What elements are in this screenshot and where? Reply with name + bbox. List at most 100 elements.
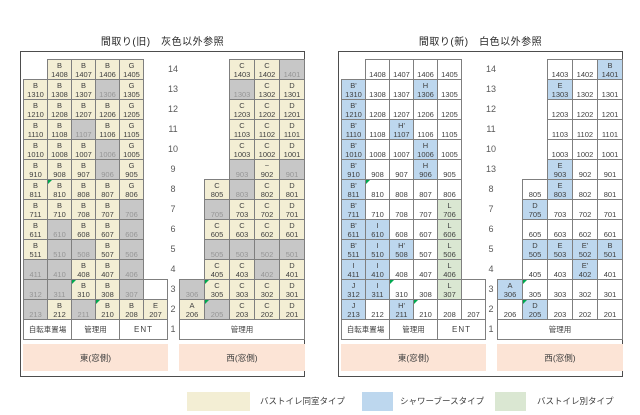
unit-number: 511 bbox=[347, 249, 360, 259]
unit-cell: B 501 bbox=[597, 239, 623, 260]
unit-type-letter: C bbox=[239, 300, 245, 310]
unit-cell: C 802 bbox=[254, 179, 280, 200]
unit-type-letter: D bbox=[289, 300, 295, 310]
unit-number: 807 bbox=[419, 189, 432, 199]
unit-number: 511 bbox=[29, 249, 42, 259]
floor-label: 1 bbox=[170, 324, 176, 334]
unit-type-letter: B bbox=[32, 80, 38, 90]
unit-number: 401 bbox=[603, 269, 617, 279]
unit-type-letter: B bbox=[56, 100, 62, 110]
unit-cell: H' 211 bbox=[389, 299, 414, 320]
unit-number: 1110 bbox=[345, 129, 362, 139]
unit-cell: B 1008 bbox=[47, 139, 72, 160]
unit-type-letter: B bbox=[104, 280, 110, 290]
unit-cell: 601 bbox=[597, 219, 623, 240]
unit-type-letter: C bbox=[239, 100, 245, 110]
unit-type-letter bbox=[462, 281, 485, 290]
unit-cell bbox=[461, 279, 486, 300]
unit-number: 1003 bbox=[233, 149, 251, 159]
unit-cell: 405 bbox=[522, 259, 548, 280]
unit-number: 1308 bbox=[51, 89, 68, 99]
unit-type-letter bbox=[72, 241, 95, 250]
unit-type-letter bbox=[255, 241, 279, 250]
unit-type-letter bbox=[144, 281, 167, 290]
unit-type-letter: I bbox=[352, 260, 355, 270]
unit-number: 502 bbox=[260, 249, 274, 259]
unit-cell: 501 bbox=[279, 239, 305, 260]
unit-cell: B 811 bbox=[23, 179, 48, 200]
unit-type-letter bbox=[366, 201, 389, 210]
unit-cell: 602 bbox=[572, 219, 598, 240]
unit-number bbox=[144, 290, 167, 299]
unit-cell: B 908 bbox=[47, 159, 72, 180]
unit-cell: C 603 bbox=[229, 219, 255, 240]
floor-label: 5 bbox=[170, 244, 176, 254]
unit-cell: E 803 bbox=[547, 179, 573, 200]
unit-number: 406 bbox=[443, 269, 456, 279]
unit-type-letter: H' bbox=[398, 240, 405, 250]
floor-label: 7 bbox=[488, 204, 494, 214]
unit-cell: B 1406 bbox=[95, 59, 120, 80]
comment-marker-icon bbox=[523, 300, 527, 304]
unit-number: 1301 bbox=[283, 89, 301, 99]
unit-type-letter: C bbox=[214, 180, 220, 190]
unit-cell: 202 bbox=[572, 299, 598, 320]
unit-cell: 703 bbox=[547, 199, 573, 220]
unit-number: 1307 bbox=[75, 89, 92, 99]
unit-number: 710 bbox=[371, 209, 384, 219]
unit-number: 1301 bbox=[601, 89, 619, 99]
unit-number: 508 bbox=[395, 249, 408, 259]
unit-number: 811 bbox=[347, 189, 360, 199]
unit-type-letter bbox=[414, 121, 437, 130]
unit-number: 1308 bbox=[369, 89, 386, 99]
unit-cell: 301 bbox=[597, 279, 623, 300]
floor-label: 6 bbox=[170, 224, 176, 234]
unit-type-letter: B' bbox=[350, 180, 357, 190]
unit-number: 805 bbox=[528, 189, 542, 199]
floor-label: 1 bbox=[488, 324, 494, 334]
unit-number: 203 bbox=[235, 309, 249, 319]
legend-swatch-shower-booth bbox=[362, 392, 393, 411]
unit-type-letter bbox=[548, 121, 572, 130]
unit-number: 307 bbox=[443, 289, 456, 299]
unit-cell: 1101 bbox=[597, 119, 623, 140]
unit-number: 1302 bbox=[576, 89, 594, 99]
unit-number: 702 bbox=[578, 209, 592, 219]
unit-number: 502 bbox=[578, 249, 592, 259]
unit-cell: G 905 bbox=[119, 159, 144, 180]
unit-number: 1208 bbox=[369, 109, 386, 119]
unit-cell: B 810 bbox=[47, 179, 72, 200]
unit-cell: C 1202 bbox=[254, 99, 280, 120]
unit-type-letter: B' bbox=[350, 160, 357, 170]
unit-number: 601 bbox=[285, 229, 299, 239]
unit-number: 608 bbox=[395, 229, 408, 239]
unit-type-letter: B bbox=[32, 240, 38, 250]
unit-number: 506 bbox=[125, 249, 138, 259]
unit-number: 402 bbox=[578, 269, 592, 279]
unit-cell: 508 bbox=[71, 239, 96, 260]
unit-number: 702 bbox=[260, 209, 274, 219]
unit-cell: 808 bbox=[389, 179, 414, 200]
unit-number: 306 bbox=[503, 289, 517, 299]
unit-number: 501 bbox=[603, 249, 617, 259]
unit-cell: 908 bbox=[365, 159, 390, 180]
floor-label: 5 bbox=[488, 244, 494, 254]
unit-number: 705 bbox=[210, 209, 224, 219]
unit-cell: B 1110 bbox=[23, 119, 48, 140]
unit-cell: 705 bbox=[204, 199, 230, 220]
unit-type-letter bbox=[414, 61, 437, 70]
unit-type-letter bbox=[96, 141, 119, 150]
unit-type-letter bbox=[573, 221, 597, 230]
unit-number: 610 bbox=[53, 229, 66, 239]
ground-cell-east: 管理用 bbox=[389, 319, 438, 340]
unit-number: 411 bbox=[29, 269, 42, 279]
unit-cell: 1107 bbox=[71, 119, 96, 140]
unit-type-letter: B bbox=[80, 140, 86, 150]
unit-number: 505 bbox=[210, 249, 224, 259]
unit-type-letter: B bbox=[56, 60, 62, 70]
unit-cell: 203 bbox=[547, 299, 573, 320]
unit-cell: C 405 bbox=[204, 259, 230, 280]
unit-number: 213 bbox=[347, 309, 360, 319]
unit-cell: C 1102 bbox=[254, 119, 280, 140]
unit-number: 801 bbox=[603, 189, 617, 199]
